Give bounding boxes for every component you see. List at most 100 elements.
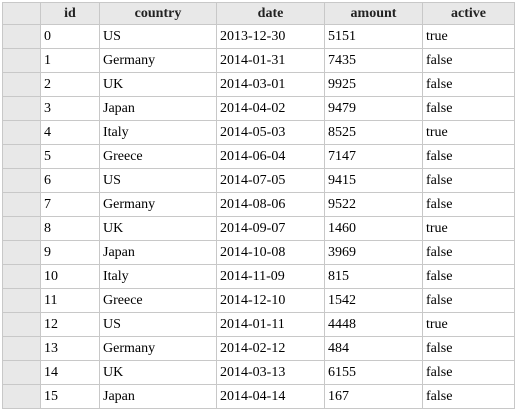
cell-active[interactable]: true — [422, 120, 515, 145]
table-row[interactable]: 3 Japan 2014-04-02 9479 false — [2, 96, 515, 121]
cell-id[interactable]: 10 — [40, 264, 100, 289]
row-header-cell[interactable] — [2, 360, 41, 385]
cell-active[interactable]: false — [422, 336, 515, 361]
cell-amount[interactable]: 167 — [324, 384, 423, 409]
row-header-cell[interactable] — [2, 336, 41, 361]
cell-date[interactable]: 2014-04-14 — [216, 384, 325, 409]
cell-active[interactable]: false — [422, 96, 515, 121]
cell-active[interactable]: false — [422, 72, 515, 97]
row-header-cell[interactable] — [2, 72, 41, 97]
cell-country[interactable]: UK — [99, 72, 217, 97]
cell-country[interactable]: Germany — [99, 336, 217, 361]
cell-id[interactable]: 5 — [40, 144, 100, 169]
row-header-cell[interactable] — [2, 120, 41, 145]
cell-active[interactable]: false — [422, 48, 515, 73]
cell-country[interactable]: Italy — [99, 264, 217, 289]
cell-active[interactable]: true — [422, 216, 515, 241]
cell-active[interactable]: false — [422, 144, 515, 169]
cell-active[interactable]: true — [422, 312, 515, 337]
table-row[interactable]: 1 Germany 2014-01-31 7435 false — [2, 48, 515, 73]
cell-country[interactable]: UK — [99, 216, 217, 241]
cell-date[interactable]: 2014-02-12 — [216, 336, 325, 361]
table-row[interactable]: 14 UK 2014-03-13 6155 false — [2, 360, 515, 385]
table-row[interactable]: 0 US 2013-12-30 5151 true — [2, 24, 515, 49]
row-header-cell[interactable] — [2, 168, 41, 193]
row-header-cell[interactable] — [2, 264, 41, 289]
cell-country[interactable]: Italy — [99, 120, 217, 145]
cell-date[interactable]: 2014-11-09 — [216, 264, 325, 289]
cell-active[interactable]: false — [422, 240, 515, 265]
cell-id[interactable]: 13 — [40, 336, 100, 361]
cell-id[interactable]: 4 — [40, 120, 100, 145]
cell-amount[interactable]: 484 — [324, 336, 423, 361]
cell-id[interactable]: 0 — [40, 24, 100, 49]
column-header-id[interactable]: id — [40, 2, 100, 25]
cell-id[interactable]: 12 — [40, 312, 100, 337]
table-row[interactable]: 12 US 2014-01-11 4448 true — [2, 312, 515, 337]
cell-country[interactable]: Greece — [99, 288, 217, 313]
cell-date[interactable]: 2014-09-07 — [216, 216, 325, 241]
cell-id[interactable]: 6 — [40, 168, 100, 193]
table-row[interactable]: 5 Greece 2014-06-04 7147 false — [2, 144, 515, 169]
cell-id[interactable]: 2 — [40, 72, 100, 97]
cell-date[interactable]: 2014-01-11 — [216, 312, 325, 337]
cell-country[interactable]: Greece — [99, 144, 217, 169]
cell-amount[interactable]: 5151 — [324, 24, 423, 49]
cell-date[interactable]: 2014-07-05 — [216, 168, 325, 193]
row-header-cell[interactable] — [2, 96, 41, 121]
table-row[interactable]: 9 Japan 2014-10-08 3969 false — [2, 240, 515, 265]
cell-id[interactable]: 7 — [40, 192, 100, 217]
row-header-cell[interactable] — [2, 288, 41, 313]
cell-country[interactable]: US — [99, 24, 217, 49]
table-row[interactable]: 2 UK 2014-03-01 9925 false — [2, 72, 515, 97]
row-header-cell[interactable] — [2, 216, 41, 241]
cell-active[interactable]: false — [422, 264, 515, 289]
cell-amount[interactable]: 7147 — [324, 144, 423, 169]
table-row[interactable]: 7 Germany 2014-08-06 9522 false — [2, 192, 515, 217]
cell-active[interactable]: false — [422, 360, 515, 385]
cell-country[interactable]: Germany — [99, 192, 217, 217]
cell-country[interactable]: Japan — [99, 96, 217, 121]
cell-country[interactable]: Japan — [99, 240, 217, 265]
cell-date[interactable]: 2014-04-02 — [216, 96, 325, 121]
cell-id[interactable]: 3 — [40, 96, 100, 121]
cell-amount[interactable]: 9522 — [324, 192, 423, 217]
cell-date[interactable]: 2014-10-08 — [216, 240, 325, 265]
corner-cell[interactable] — [2, 2, 41, 25]
row-header-cell[interactable] — [2, 240, 41, 265]
column-header-amount[interactable]: amount — [324, 2, 423, 25]
cell-amount[interactable]: 815 — [324, 264, 423, 289]
cell-country[interactable]: Germany — [99, 48, 217, 73]
cell-amount[interactable]: 3969 — [324, 240, 423, 265]
cell-amount[interactable]: 8525 — [324, 120, 423, 145]
cell-country[interactable]: US — [99, 168, 217, 193]
cell-country[interactable]: US — [99, 312, 217, 337]
cell-active[interactable]: true — [422, 24, 515, 49]
cell-amount[interactable]: 1542 — [324, 288, 423, 313]
cell-country[interactable]: Japan — [99, 384, 217, 409]
cell-amount[interactable]: 6155 — [324, 360, 423, 385]
column-header-country[interactable]: country — [99, 2, 217, 25]
cell-active[interactable]: false — [422, 384, 515, 409]
cell-id[interactable]: 1 — [40, 48, 100, 73]
cell-amount[interactable]: 9479 — [324, 96, 423, 121]
table-row[interactable]: 8 UK 2014-09-07 1460 true — [2, 216, 515, 241]
cell-amount[interactable]: 7435 — [324, 48, 423, 73]
row-header-cell[interactable] — [2, 192, 41, 217]
table-row[interactable]: 13 Germany 2014-02-12 484 false — [2, 336, 515, 361]
cell-amount[interactable]: 1460 — [324, 216, 423, 241]
cell-date[interactable]: 2014-08-06 — [216, 192, 325, 217]
cell-active[interactable]: false — [422, 192, 515, 217]
cell-date[interactable]: 2013-12-30 — [216, 24, 325, 49]
table-row[interactable]: 10 Italy 2014-11-09 815 false — [2, 264, 515, 289]
cell-amount[interactable]: 4448 — [324, 312, 423, 337]
column-header-date[interactable]: date — [216, 2, 325, 25]
table-row[interactable]: 15 Japan 2014-04-14 167 false — [2, 384, 515, 409]
cell-id[interactable]: 11 — [40, 288, 100, 313]
row-header-cell[interactable] — [2, 312, 41, 337]
cell-date[interactable]: 2014-05-03 — [216, 120, 325, 145]
table-row[interactable]: 4 Italy 2014-05-03 8525 true — [2, 120, 515, 145]
cell-id[interactable]: 8 — [40, 216, 100, 241]
cell-date[interactable]: 2014-03-13 — [216, 360, 325, 385]
row-header-cell[interactable] — [2, 48, 41, 73]
